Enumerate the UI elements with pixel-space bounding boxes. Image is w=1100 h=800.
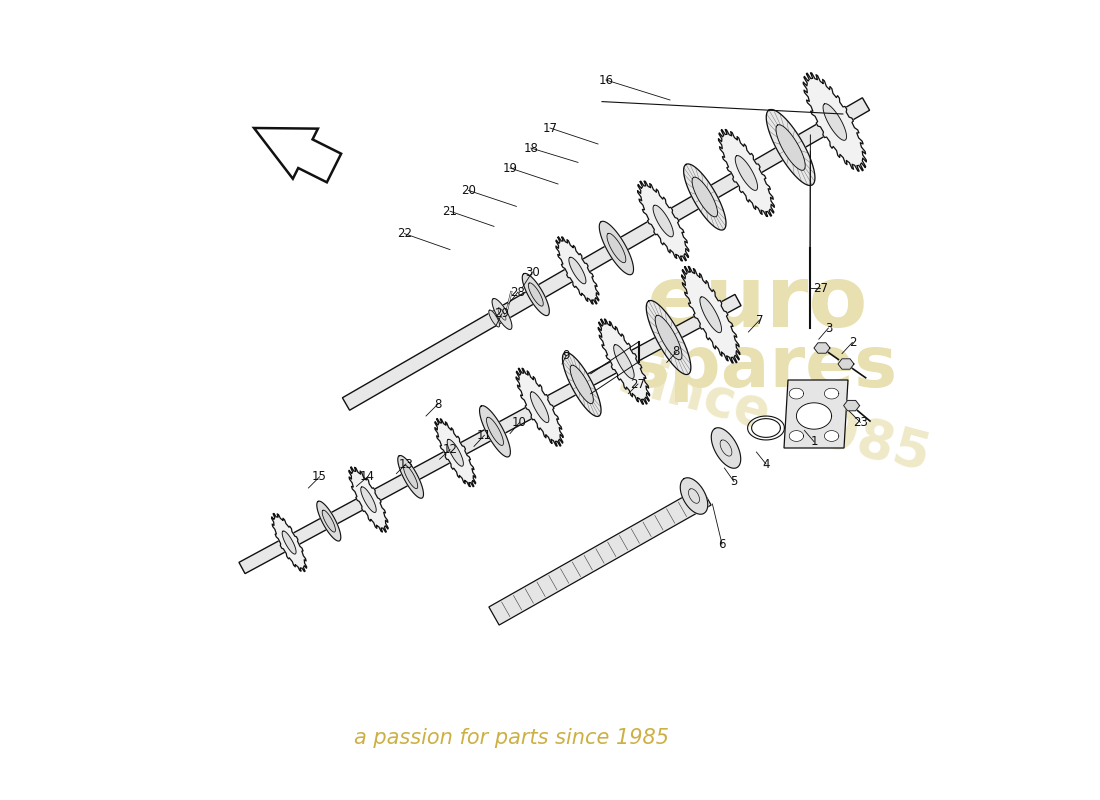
Text: 15: 15 [312, 470, 327, 483]
Polygon shape [317, 501, 341, 541]
Text: euro: euro [646, 262, 868, 346]
Polygon shape [404, 465, 418, 489]
Text: since 1985: since 1985 [614, 350, 936, 482]
Polygon shape [767, 110, 815, 186]
Polygon shape [283, 531, 296, 554]
Polygon shape [776, 125, 805, 170]
Polygon shape [653, 205, 673, 237]
Text: 29: 29 [495, 307, 509, 320]
Text: 28: 28 [510, 286, 526, 298]
Text: 22: 22 [397, 227, 411, 240]
Polygon shape [272, 514, 307, 571]
Polygon shape [486, 418, 504, 446]
Text: 8: 8 [673, 346, 680, 358]
Polygon shape [824, 430, 839, 442]
Text: 27: 27 [630, 378, 646, 390]
Polygon shape [239, 294, 741, 574]
Text: 14: 14 [360, 470, 375, 483]
Polygon shape [824, 388, 839, 399]
Polygon shape [838, 359, 854, 369]
Polygon shape [700, 297, 722, 333]
Polygon shape [718, 130, 774, 217]
Text: 13: 13 [398, 458, 414, 470]
Polygon shape [614, 345, 634, 378]
Polygon shape [712, 428, 740, 468]
Polygon shape [638, 181, 689, 261]
Text: a passion for parts since 1985: a passion for parts since 1985 [354, 728, 669, 747]
Polygon shape [682, 266, 740, 363]
Polygon shape [480, 406, 510, 457]
Polygon shape [322, 510, 335, 532]
Text: 5: 5 [730, 475, 738, 488]
Polygon shape [516, 368, 563, 446]
Polygon shape [528, 283, 543, 306]
Text: 7: 7 [756, 314, 763, 326]
Polygon shape [488, 310, 499, 327]
Polygon shape [680, 478, 707, 514]
Text: 17: 17 [542, 122, 558, 134]
Text: 30: 30 [525, 266, 540, 278]
Polygon shape [448, 439, 463, 466]
Polygon shape [814, 343, 830, 353]
Text: 19: 19 [503, 162, 517, 174]
Text: 27: 27 [813, 282, 828, 294]
Text: 4: 4 [762, 458, 770, 470]
Polygon shape [784, 380, 848, 448]
Polygon shape [361, 487, 376, 513]
Text: 23: 23 [852, 416, 868, 429]
Polygon shape [844, 401, 859, 410]
Polygon shape [683, 164, 726, 230]
Polygon shape [692, 177, 717, 217]
Polygon shape [823, 104, 847, 140]
Polygon shape [656, 315, 682, 360]
Text: 21: 21 [442, 205, 458, 218]
Text: 8: 8 [434, 398, 442, 410]
Polygon shape [434, 419, 475, 486]
Polygon shape [796, 403, 832, 429]
Polygon shape [569, 258, 586, 284]
Text: 3: 3 [825, 322, 832, 334]
Polygon shape [398, 455, 424, 498]
Text: 2: 2 [849, 336, 856, 349]
Polygon shape [522, 274, 549, 315]
Text: 9: 9 [562, 350, 570, 362]
Polygon shape [751, 418, 780, 438]
Polygon shape [607, 234, 626, 262]
Polygon shape [803, 73, 867, 171]
Text: 6: 6 [718, 538, 726, 550]
Text: spares: spares [626, 334, 898, 402]
Text: 1: 1 [811, 435, 817, 448]
Polygon shape [349, 467, 388, 532]
Text: 20: 20 [461, 184, 476, 197]
Text: 16: 16 [598, 74, 614, 86]
Text: 10: 10 [513, 416, 527, 429]
Polygon shape [570, 366, 593, 404]
Polygon shape [254, 128, 341, 182]
Text: 12: 12 [442, 443, 458, 456]
Polygon shape [342, 98, 870, 410]
Polygon shape [562, 352, 601, 417]
Polygon shape [647, 301, 691, 374]
Polygon shape [556, 237, 598, 304]
Polygon shape [530, 392, 549, 422]
Text: 11: 11 [477, 429, 492, 442]
Polygon shape [600, 222, 634, 274]
Polygon shape [789, 430, 804, 442]
Text: 18: 18 [524, 142, 538, 154]
Polygon shape [735, 155, 758, 190]
Polygon shape [492, 298, 512, 330]
Polygon shape [598, 319, 650, 404]
Polygon shape [789, 388, 804, 399]
Polygon shape [488, 487, 711, 625]
